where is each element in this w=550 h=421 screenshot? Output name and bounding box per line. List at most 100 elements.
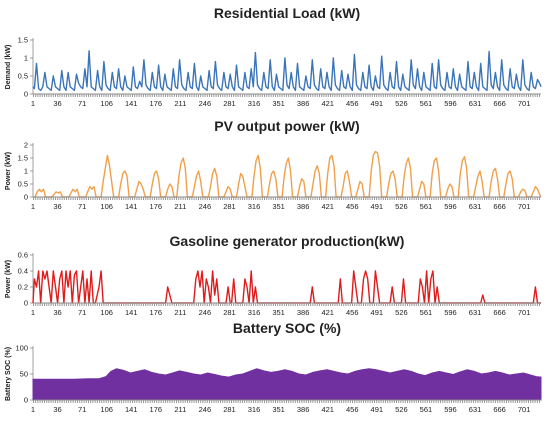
x-tick-label: 316 xyxy=(248,405,261,414)
x-tick-label: 561 xyxy=(420,202,433,211)
x-tick-label: 351 xyxy=(272,405,285,414)
x-tick-label: 561 xyxy=(420,308,433,317)
x-tick-label: 561 xyxy=(420,99,433,108)
y-tick-label: 0.5 xyxy=(18,180,28,189)
y-tick-label: 0.6 xyxy=(18,251,28,260)
y-tick-label: 0 xyxy=(24,90,28,99)
chart-title: Residential Load (kW) xyxy=(214,5,360,21)
x-tick-label: 701 xyxy=(518,308,531,317)
x-tick-label: 666 xyxy=(493,202,506,211)
x-tick-label: 36 xyxy=(53,405,61,414)
chart-2-pv-output-power-kw: PV output power (kW) 0 0.5 1 1.5 2 Power (kW) 1… xyxy=(5,118,542,211)
x-tick-label: 386 xyxy=(297,308,310,317)
x-tick-label: 211 xyxy=(174,99,186,108)
x-tick-label: 526 xyxy=(395,202,408,211)
x-tick-label: 176 xyxy=(150,405,163,414)
x-tick-label: 281 xyxy=(223,405,236,414)
x-tick-label: 71 xyxy=(78,308,86,317)
chart-1-residential-load-kw: Residential Load (kW) 0 0.5 1 1.5 Demand (kW)… xyxy=(5,5,542,108)
series-area xyxy=(32,368,542,401)
y-axis-label: Battery SOC (%) xyxy=(5,347,12,401)
x-tick-label: 386 xyxy=(297,405,310,414)
x-tick-label: 316 xyxy=(248,202,261,211)
x-tick-label: 211 xyxy=(174,405,186,414)
y-tick-label: 0 xyxy=(24,396,28,405)
x-tick-label: 701 xyxy=(518,202,531,211)
x-tick-label: 176 xyxy=(150,308,163,317)
x-tick-label: 666 xyxy=(493,308,506,317)
x-tick-label: 631 xyxy=(469,308,482,317)
y-tick-label: 0.4 xyxy=(18,267,28,276)
x-tick-label: 141 xyxy=(125,99,138,108)
chart-3-gasoline-generator-production-kw: Gasoline generator production(kW) 0 0.2 0.4… xyxy=(5,233,541,317)
y-tick-label: 100 xyxy=(15,344,28,353)
x-tick-label: 1 xyxy=(31,308,35,317)
x-tick-label: 351 xyxy=(272,99,285,108)
x-tick-label: 106 xyxy=(100,405,113,414)
x-tick-label: 351 xyxy=(272,202,285,211)
x-tick-label: 596 xyxy=(444,202,457,211)
x-tick-label: 176 xyxy=(150,99,163,108)
x-tick-label: 526 xyxy=(395,405,408,414)
y-tick-label: 0.5 xyxy=(18,72,28,81)
x-tick-label: 36 xyxy=(53,202,61,211)
y-tick-label: 50 xyxy=(20,370,28,379)
x-tick-label: 421 xyxy=(321,405,334,414)
x-tick-label: 36 xyxy=(53,308,61,317)
y-axis-label: Power (kW) xyxy=(5,260,12,298)
x-tick-label: 71 xyxy=(78,99,86,108)
x-tick-label: 106 xyxy=(100,99,113,108)
x-tick-label: 351 xyxy=(272,308,285,317)
x-tick-label: 106 xyxy=(100,202,113,211)
x-tick-label: 316 xyxy=(248,99,261,108)
y-tick-label: 0 xyxy=(24,299,28,308)
x-tick-label: 596 xyxy=(444,308,457,317)
x-tick-label: 71 xyxy=(78,405,86,414)
x-tick-label: 386 xyxy=(297,99,310,108)
x-tick-label: 281 xyxy=(223,202,236,211)
x-tick-label: 141 xyxy=(125,405,138,414)
y-tick-label: 1 xyxy=(24,54,28,63)
x-tick-label: 456 xyxy=(346,308,359,317)
x-tick-label: 211 xyxy=(174,308,186,317)
x-tick-label: 246 xyxy=(199,308,212,317)
y-tick-label: 0 xyxy=(24,193,28,202)
y-tick-label: 1 xyxy=(24,167,28,176)
x-tick-label: 631 xyxy=(469,99,482,108)
x-tick-label: 281 xyxy=(223,99,236,108)
x-tick-label: 456 xyxy=(346,202,359,211)
x-tick-label: 561 xyxy=(420,405,433,414)
x-tick-label: 1 xyxy=(31,405,35,414)
x-tick-label: 701 xyxy=(518,99,531,108)
x-tick-label: 491 xyxy=(371,308,384,317)
x-tick-label: 421 xyxy=(321,99,334,108)
x-tick-label: 141 xyxy=(125,202,138,211)
x-tick-label: 281 xyxy=(223,308,236,317)
series-line xyxy=(32,270,541,304)
y-tick-label: 1.5 xyxy=(18,36,28,45)
y-axis-label: Power (kW) xyxy=(5,152,12,190)
x-tick-label: 246 xyxy=(199,202,212,211)
x-tick-label: 421 xyxy=(321,202,334,211)
x-tick-label: 666 xyxy=(493,405,506,414)
x-tick-label: 141 xyxy=(125,308,138,317)
x-tick-label: 421 xyxy=(321,308,334,317)
x-tick-label: 246 xyxy=(199,99,212,108)
x-tick-label: 631 xyxy=(469,202,482,211)
x-tick-label: 176 xyxy=(150,202,163,211)
x-tick-label: 316 xyxy=(248,308,261,317)
chart-title: Gasoline generator production(kW) xyxy=(170,233,405,249)
x-tick-label: 701 xyxy=(518,405,531,414)
series-line xyxy=(33,150,542,198)
x-tick-label: 491 xyxy=(371,99,384,108)
y-axis-label: Demand (kW) xyxy=(5,45,12,90)
x-tick-label: 456 xyxy=(346,405,359,414)
y-tick-label: 1.5 xyxy=(18,154,28,163)
x-tick-label: 666 xyxy=(493,99,506,108)
chart-title: Battery SOC (%) xyxy=(233,320,341,336)
x-tick-label: 456 xyxy=(346,99,359,108)
x-tick-label: 1 xyxy=(31,99,35,108)
x-tick-label: 526 xyxy=(395,308,408,317)
